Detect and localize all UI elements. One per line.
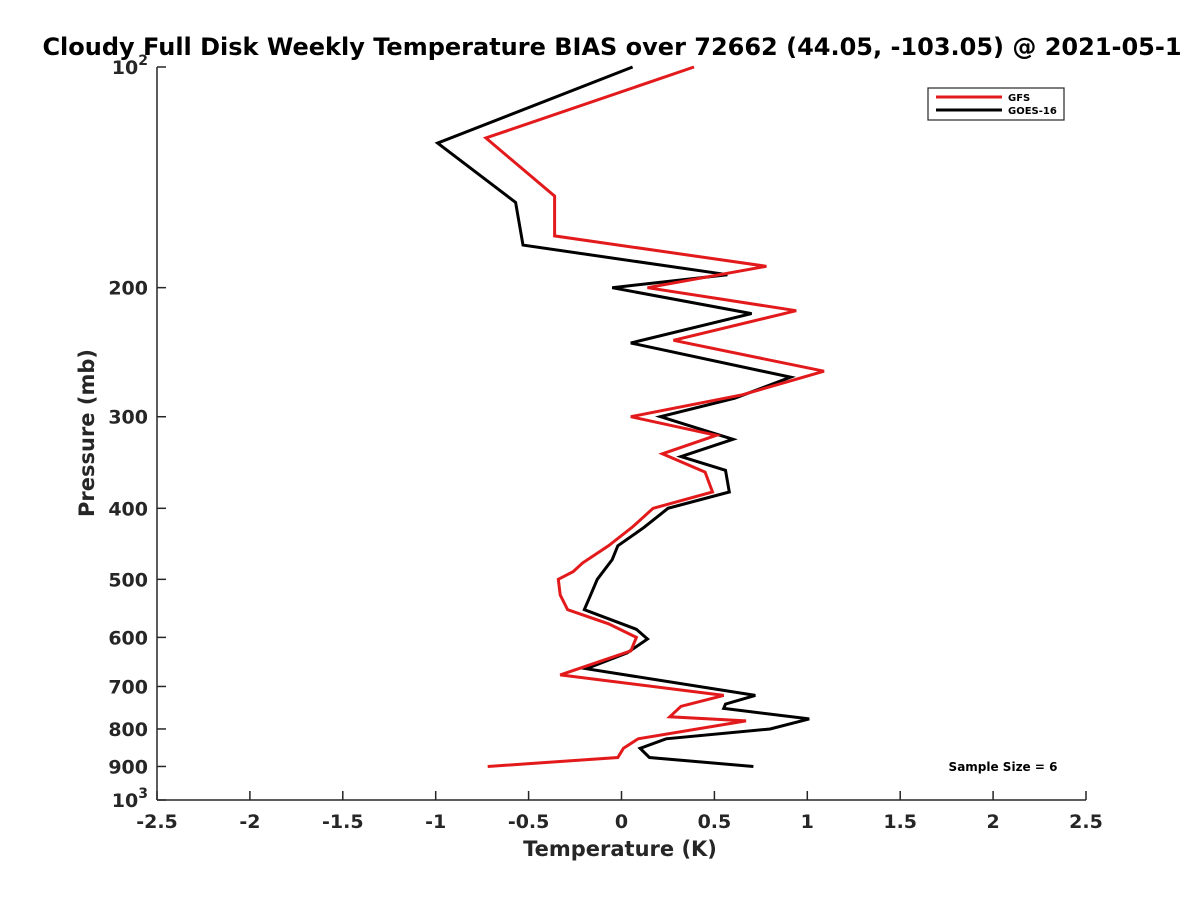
y-axis-label: Pressure (mb) [75, 349, 99, 517]
x-tick-label: 2.5 [1069, 811, 1103, 833]
y-tick-label: 500 [108, 569, 148, 591]
x-tick-label: 2 [986, 811, 999, 833]
y-tick-label: 900 [108, 756, 148, 778]
y-tick-base: 300 [108, 407, 148, 429]
series-layer [434, 65, 825, 768]
y-tick-base: 10 [112, 790, 138, 812]
y-tick-label: 800 [108, 719, 148, 741]
sample-size-annotation: Sample Size = 6 [949, 760, 1058, 774]
y-tick-base: 400 [108, 498, 148, 520]
series-line-gfs [482, 65, 825, 768]
chart-title: Cloudy Full Disk Weekly Temperature BIAS… [42, 33, 1181, 61]
x-axis-label: Temperature (K) [523, 837, 717, 861]
y-tick-label: 103 [112, 786, 148, 812]
y-tick-label: 600 [108, 627, 148, 649]
x-tick-label: 1 [801, 811, 814, 833]
y-tick-label: 700 [108, 676, 148, 698]
y-tick-base: 500 [108, 569, 148, 591]
y-tick-base: 700 [108, 676, 148, 698]
x-tick-label: -1 [425, 811, 446, 833]
series-line-goes-16 [434, 65, 810, 768]
x-tick-label: -0.5 [508, 811, 550, 833]
y-tick-base: 600 [108, 627, 148, 649]
x-tick-label: -2 [239, 811, 260, 833]
y-tick-exponent: 3 [138, 786, 148, 802]
y-tick-label: 102 [112, 53, 148, 79]
y-tick-label: 200 [108, 278, 148, 300]
y-tick-base: 200 [108, 278, 148, 300]
x-tick-label: 1.5 [883, 811, 917, 833]
y-tick-label: 300 [108, 407, 148, 429]
y-tick-base: 10 [112, 57, 138, 79]
y-tick-base: 900 [108, 756, 148, 778]
x-tick-label: 0.5 [698, 811, 732, 833]
legend-entry: GOES-16 [1008, 106, 1057, 117]
legend: GFS GOES-16 [927, 87, 1065, 121]
axes: -2.5 -2 -1.5 -1 -0.5 0 0.5 1 1.5 2 2.5102200300400… [108, 53, 1103, 833]
x-tick-label: -1.5 [322, 811, 364, 833]
legend-box [927, 87, 1065, 121]
y-tick-base: 800 [108, 719, 148, 741]
y-tick-label: 400 [108, 498, 148, 520]
y-tick-exponent: 2 [138, 53, 148, 69]
x-tick-label: 0 [615, 811, 628, 833]
x-tick-label: -2.5 [136, 811, 178, 833]
legend-entry: GFS [1008, 93, 1030, 104]
